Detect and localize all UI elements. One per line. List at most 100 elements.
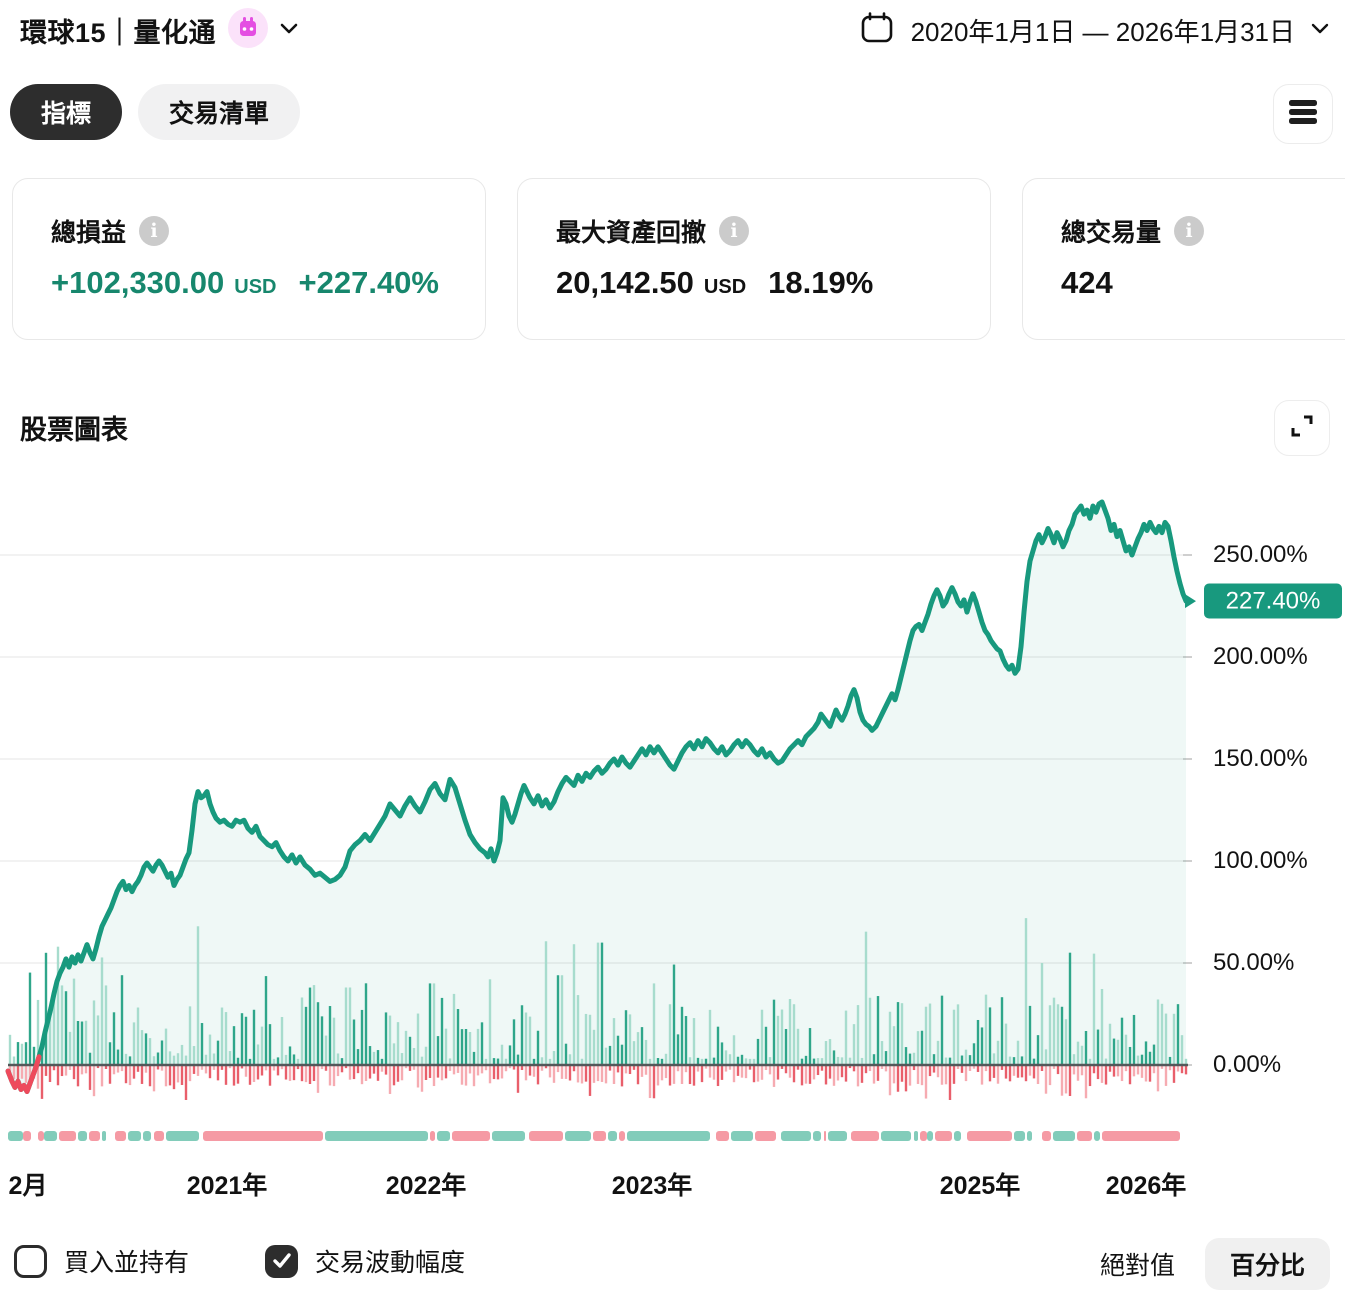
trade-range-label: 交易波動幅度 <box>315 1249 466 1277</box>
card-total-trades: 總交易量 i 424 <box>1022 178 1345 340</box>
card-max-drawdown-value: 20,142.50 USD 18.19% <box>556 265 874 300</box>
rows-icon <box>1288 98 1318 131</box>
card-total-pnl-label: 總損益 <box>51 219 127 247</box>
card-total-trades-label: 總交易量 <box>1061 219 1162 247</box>
strategy-header[interactable]: 環球15｜量化通 <box>20 8 298 53</box>
scrubber-segment[interactable] <box>325 1131 428 1141</box>
card-max-drawdown-label: 最大資產回撤 <box>556 219 707 247</box>
scrubber-segment[interactable] <box>128 1131 141 1141</box>
scrubber-segment[interactable] <box>755 1131 776 1141</box>
scrubber-segment[interactable] <box>1102 1131 1180 1141</box>
scrubber-segment[interactable] <box>203 1131 323 1141</box>
card-total-pnl: 總損益 i +102,330.00 USD +227.40% <box>12 178 486 340</box>
date-range-label: 2020年1月1日 — 2026年1月31日 <box>910 17 1295 47</box>
x-tick-label: 2023年 <box>611 1172 693 1200</box>
card-total-pnl-value: +102,330.00 USD +227.40% <box>51 265 439 300</box>
scrubber-segment[interactable] <box>8 1131 23 1141</box>
page-title: 環球15｜量化通 <box>20 18 217 48</box>
scrubber-segment[interactable] <box>824 1131 826 1141</box>
scrubber-segment[interactable] <box>452 1131 490 1141</box>
tab-indicators[interactable]: 指標 <box>10 84 123 140</box>
scrubber-gap[interactable] <box>31 1131 38 1141</box>
scrubber-segment[interactable] <box>143 1131 151 1141</box>
view-tabs: 指標 交易清單 <box>10 84 301 140</box>
x-tick-label: 2021年 <box>186 1172 268 1200</box>
scrubber-segment[interactable] <box>781 1131 811 1141</box>
scrubber-segment[interactable] <box>608 1131 617 1141</box>
scrubber-segment[interactable] <box>59 1131 76 1141</box>
checkbox-checked-icon[interactable] <box>265 1244 299 1278</box>
percent-mode-option[interactable]: 百分比 <box>1204 1238 1330 1290</box>
scrubber-segment[interactable] <box>851 1131 879 1141</box>
layout-list-button[interactable] <box>1273 84 1333 144</box>
scrubber-segment[interactable] <box>1053 1131 1075 1141</box>
scrubber-segment[interactable] <box>828 1131 847 1141</box>
scrubber-segment[interactable] <box>967 1131 1012 1141</box>
card-max-drawdown: 最大資產回撤 i 20,142.50 USD 18.19% <box>517 178 991 340</box>
scrubber-segment[interactable] <box>920 1131 927 1141</box>
y-tick-label: 200.00% <box>1213 643 1308 670</box>
scrubber-segment[interactable] <box>166 1131 199 1141</box>
buy-hold-toggle[interactable]: 買入並持有 <box>14 1243 189 1279</box>
x-tick-label: 2月 <box>8 1172 48 1200</box>
scrubber-segment[interactable] <box>492 1131 525 1141</box>
trade-range-toggle[interactable]: 交易波動幅度 <box>265 1243 465 1279</box>
scrubber-gap[interactable] <box>106 1131 115 1141</box>
scrubber-segment[interactable] <box>78 1131 87 1141</box>
expand-chart-button[interactable] <box>1274 400 1330 456</box>
timeline-scrubber[interactable] <box>8 1131 1180 1141</box>
scrubber-segment[interactable] <box>430 1131 435 1141</box>
strategy-dropdown-chevron-icon[interactable] <box>280 22 298 40</box>
stat-cards: 總損益 i +102,330.00 USD +227.40% 最大資產回撤 i 20… <box>12 178 1345 340</box>
scrubber-segment[interactable] <box>154 1131 164 1141</box>
scrubber-segment[interactable] <box>1014 1131 1025 1141</box>
absolute-mode-option[interactable]: 絕對值 <box>1099 1252 1175 1280</box>
scrubber-segment[interactable] <box>935 1131 952 1141</box>
x-tick-label: 2025年 <box>939 1172 1021 1200</box>
scrubber-segment[interactable] <box>44 1131 57 1141</box>
scrubber-segment[interactable] <box>914 1131 918 1141</box>
chart-section-title: 股票圖表 <box>20 415 128 445</box>
scrubber-segment[interactable] <box>1077 1131 1092 1141</box>
y-tick-label: 100.00% <box>1213 847 1308 874</box>
info-icon[interactable]: i <box>719 216 750 246</box>
scrubber-segment[interactable] <box>954 1131 961 1141</box>
scrubber-segment[interactable] <box>731 1131 753 1141</box>
scrubber-segment[interactable] <box>23 1131 31 1141</box>
scrubber-segment[interactable] <box>627 1131 710 1141</box>
equity-curve-chart[interactable] <box>0 480 1200 1100</box>
tab-trade-list[interactable]: 交易清單 <box>138 84 301 140</box>
scrubber-segment[interactable] <box>619 1131 625 1141</box>
checkbox-unchecked-icon[interactable] <box>14 1244 47 1278</box>
scrubber-segment[interactable] <box>437 1131 450 1141</box>
date-dropdown-chevron-icon[interactable] <box>1311 22 1329 40</box>
buy-hold-label: 買入並持有 <box>64 1249 190 1277</box>
scrubber-segment[interactable] <box>1094 1131 1100 1141</box>
scrubber-segment[interactable] <box>1042 1131 1051 1141</box>
current-value-badge: 227.40% <box>1204 583 1342 619</box>
info-icon[interactable]: i <box>1174 216 1205 246</box>
scrubber-segment[interactable] <box>716 1131 729 1141</box>
scrubber-segment[interactable] <box>89 1131 100 1141</box>
scrubber-segment[interactable] <box>38 1131 44 1141</box>
scrubber-segment[interactable] <box>102 1131 106 1141</box>
scrubber-segment[interactable] <box>565 1131 591 1141</box>
date-range-picker[interactable]: 2020年1月1日 — 2026年1月31日 <box>859 10 1329 51</box>
card-total-trades-value: 424 <box>1061 265 1113 300</box>
scrubber-segment[interactable] <box>593 1131 606 1141</box>
scrubber-segment[interactable] <box>529 1131 563 1141</box>
value-mode-switch: 絕對值 百分比 <box>1100 1238 1330 1290</box>
scrubber-segment[interactable] <box>1027 1131 1032 1141</box>
equity-chart-area[interactable]: 250.00% 200.00% 150.00% 100.00% 50.00% 0.00% … <box>0 480 1345 1100</box>
x-tick-label: 2022年 <box>385 1172 467 1200</box>
calendar-icon <box>859 10 895 51</box>
scrubber-segment[interactable] <box>813 1131 821 1141</box>
scrubber-segment[interactable] <box>881 1131 911 1141</box>
scrubber-segment[interactable] <box>927 1131 933 1141</box>
y-tick-label: 150.00% <box>1213 745 1308 772</box>
scrubber-segment[interactable] <box>115 1131 126 1141</box>
scrubber-gap[interactable] <box>1032 1131 1042 1141</box>
y-tick-label: 0.00% <box>1213 1051 1282 1078</box>
info-icon[interactable]: i <box>139 216 170 246</box>
